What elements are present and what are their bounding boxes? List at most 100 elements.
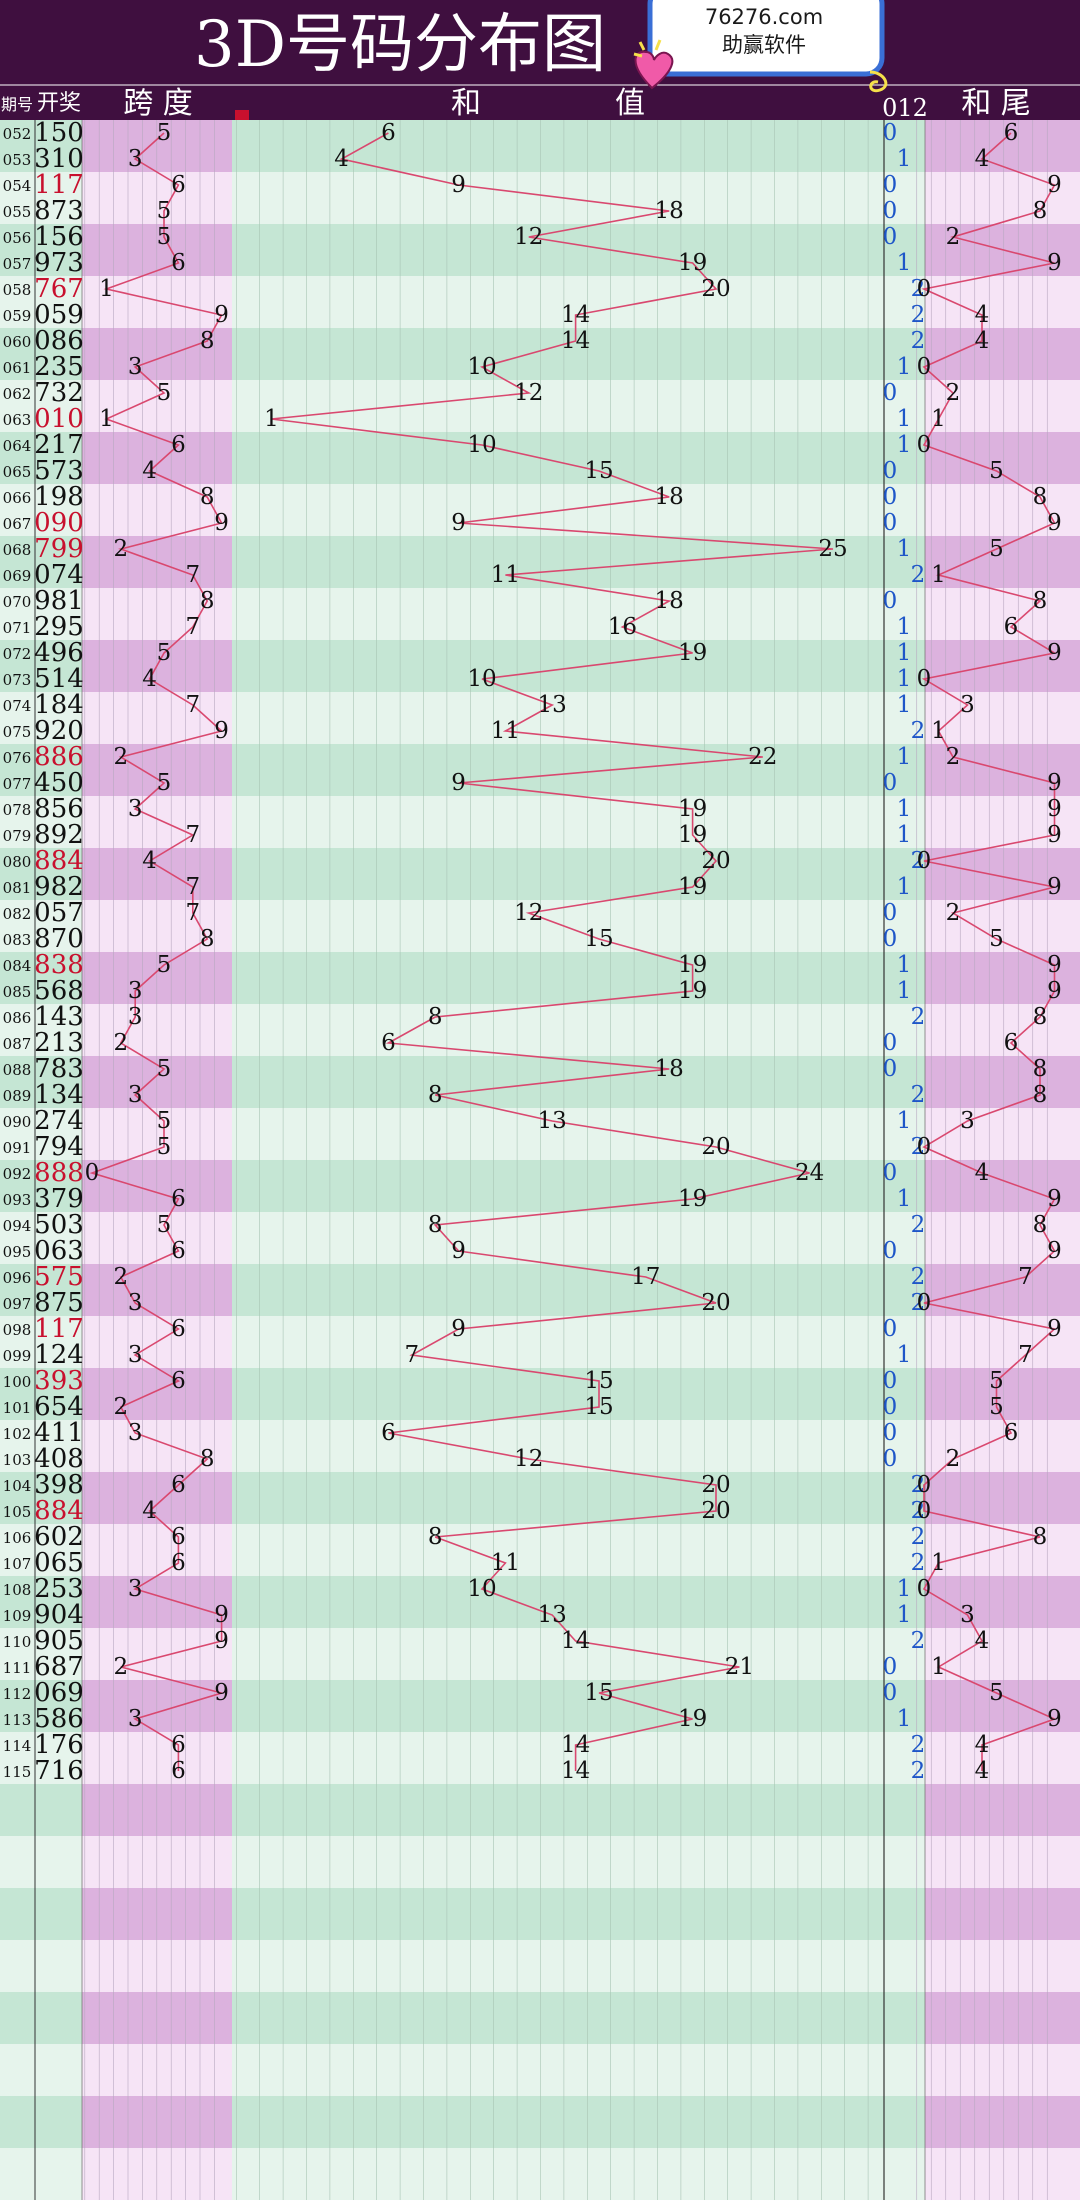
issue-label: 111	[3, 1659, 32, 1677]
sum-value: 24	[795, 1160, 824, 1186]
mod-value: 0	[883, 172, 898, 198]
mod-value: 1	[897, 666, 912, 692]
span-value: 3	[128, 978, 143, 1004]
sum-value: 12	[514, 380, 543, 406]
draw-number: 074	[34, 560, 84, 590]
span-value: 4	[142, 848, 157, 874]
sum-value: 15	[584, 458, 613, 484]
span-value: 7	[185, 692, 200, 718]
col-draw-header: 开奖	[37, 91, 81, 116]
span-value: 6	[171, 1186, 186, 1212]
issue-label: 089	[3, 1087, 32, 1105]
mod-value: 1	[897, 692, 912, 718]
mod-value: 1	[897, 1706, 912, 1732]
span-value: 3	[128, 796, 143, 822]
draw-number: 904	[34, 1600, 84, 1630]
span-value: 8	[200, 328, 215, 354]
span-value: 7	[185, 874, 200, 900]
mod-value: 2	[911, 1758, 926, 1784]
sum-value: 11	[491, 718, 520, 744]
draw-number: 875	[34, 1288, 84, 1318]
tail-band	[925, 1134, 1080, 1160]
draw-number: 450	[34, 768, 84, 798]
issue-label: 109	[3, 1607, 32, 1625]
tail-value: 6	[1004, 1420, 1019, 1446]
tail-band	[925, 1914, 1080, 1940]
span-value: 7	[185, 822, 200, 848]
tail-band	[925, 1628, 1080, 1654]
tail-band	[925, 1992, 1080, 2018]
span-value: 2	[113, 536, 128, 562]
col-sum-header-he: 和	[451, 86, 481, 121]
span-value: 6	[171, 1758, 186, 1784]
mod-value: 2	[911, 1212, 926, 1238]
draw-number: 732	[34, 378, 84, 408]
sum-value: 8	[428, 1082, 443, 1108]
span-value: 6	[171, 1550, 186, 1576]
tail-band	[925, 2018, 1080, 2044]
draw-number: 884	[34, 1496, 84, 1526]
issue-label: 105	[3, 1503, 32, 1521]
sum-value: 9	[451, 172, 466, 198]
sum-value: 18	[655, 1056, 684, 1082]
issue-label: 064	[3, 437, 32, 455]
sum-value: 10	[467, 666, 496, 692]
sum-value: 18	[655, 588, 684, 614]
tail-value: 9	[1047, 510, 1062, 536]
sum-value: 19	[678, 874, 707, 900]
draw-number: 117	[34, 170, 84, 200]
issue-label: 086	[3, 1009, 32, 1027]
sum-value: 12	[514, 224, 543, 250]
tail-band	[925, 1862, 1080, 1888]
span-value: 8	[200, 484, 215, 510]
tail-band	[925, 614, 1080, 640]
sum-value: 1	[264, 406, 279, 432]
mod-value: 1	[897, 1186, 912, 1212]
span-value: 5	[157, 380, 172, 406]
span-value: 4	[142, 1498, 157, 1524]
tail-band	[925, 744, 1080, 770]
issue-label: 112	[3, 1685, 32, 1703]
tail-value: 8	[1033, 1056, 1048, 1082]
mod-value: 1	[897, 614, 912, 640]
page-title: 3D号码分布图	[194, 8, 606, 82]
draw-number: 059	[34, 300, 84, 330]
tail-value: 9	[1047, 978, 1062, 1004]
sum-value: 14	[561, 1732, 590, 1758]
mod-value: 1	[897, 1602, 912, 1628]
tail-band	[925, 1498, 1080, 1524]
mod-value: 2	[911, 1498, 926, 1524]
span-value: 1	[99, 406, 114, 432]
tail-band	[925, 1550, 1080, 1576]
tail-value: 9	[1047, 1186, 1062, 1212]
mod-value: 2	[911, 1732, 926, 1758]
tail-value: 5	[989, 1394, 1004, 1420]
tail-value: 4	[975, 1160, 990, 1186]
draw-number: 873	[34, 196, 84, 226]
tail-value: 9	[1047, 952, 1062, 978]
mod-value: 0	[883, 1056, 898, 1082]
tail-band	[925, 1576, 1080, 1602]
sum-value: 19	[678, 1186, 707, 1212]
sum-value: 6	[381, 1030, 396, 1056]
draw-number: 069	[34, 1678, 84, 1708]
issue-label: 068	[3, 541, 32, 559]
tail-value: 9	[1047, 796, 1062, 822]
tail-value: 2	[946, 224, 961, 250]
span-value: 9	[214, 718, 229, 744]
tail-band	[925, 458, 1080, 484]
tail-band	[925, 1394, 1080, 1420]
tail-value: 0	[917, 1576, 932, 1602]
draw-number: 134	[34, 1080, 84, 1110]
sum-value: 18	[655, 198, 684, 224]
mod-value: 2	[911, 1134, 926, 1160]
draw-number: 143	[34, 1002, 84, 1032]
tail-value: 3	[960, 1602, 975, 1628]
span-value: 3	[128, 1342, 143, 1368]
mod-value: 2	[911, 276, 926, 302]
span-value: 7	[185, 614, 200, 640]
span-value: 9	[214, 1602, 229, 1628]
span-value: 8	[200, 926, 215, 952]
tail-band	[925, 1810, 1080, 1836]
